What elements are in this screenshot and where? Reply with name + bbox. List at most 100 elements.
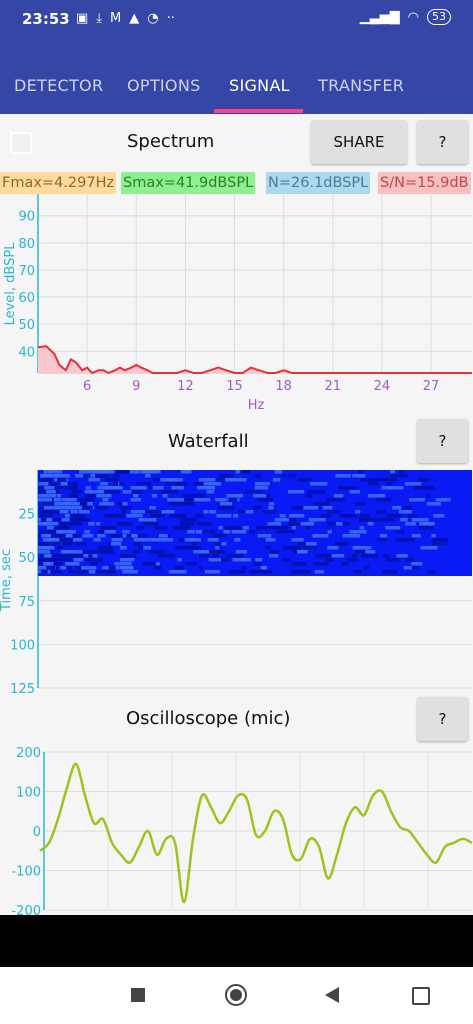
waterfall-cell <box>158 534 168 538</box>
waterfall-cell <box>342 534 361 538</box>
waterfall-cell <box>95 474 110 478</box>
waterfall-cell <box>150 514 165 518</box>
waterfall-cell <box>396 538 415 542</box>
waterfall-cell <box>253 562 263 566</box>
waterfall-cell <box>98 530 104 534</box>
waterfall-cell <box>338 486 357 490</box>
waterfall-help-button[interactable]: ? <box>417 419 468 463</box>
waterfall-cell <box>167 498 185 502</box>
spectrum-x-tick: 15 <box>226 379 243 394</box>
waterfall-cell <box>354 530 367 534</box>
waterfall-cell <box>204 570 220 574</box>
waterfall-cell <box>180 518 196 522</box>
waterfall-cell <box>65 522 79 526</box>
waterfall-cell <box>133 538 144 542</box>
tab-transfer[interactable]: TRANSFER <box>318 76 405 95</box>
waterfall-cell <box>215 498 227 502</box>
waterfall-cell <box>305 542 317 546</box>
waterfall-cell <box>256 526 263 530</box>
waterfall-cell <box>268 502 275 506</box>
waterfall-cell <box>235 550 247 554</box>
waterfall-cell <box>120 558 135 562</box>
waterfall-cell <box>254 474 261 478</box>
waterfall-cell <box>400 518 408 522</box>
waterfall-cell <box>52 518 63 522</box>
waterfall-cell <box>403 566 412 570</box>
waterfall-cell <box>114 562 132 566</box>
smax-readout: Smax=41.9dBSPL <box>121 172 256 194</box>
waterfall-cell <box>193 550 205 554</box>
waterfall-cell <box>263 510 277 514</box>
waterfall-cell <box>120 546 127 550</box>
recent-apps-icon[interactable] <box>131 988 145 1002</box>
waterfall-cell <box>38 558 44 562</box>
waterfall-cell <box>207 538 219 542</box>
waterfall-cell <box>38 514 53 518</box>
spectrum-y-tick: 40 <box>18 345 35 360</box>
waterfall-cell <box>367 522 374 526</box>
waterfall-cell <box>219 502 232 506</box>
waterfall-cell <box>184 538 195 542</box>
tab-options[interactable]: OPTIONS <box>127 76 201 95</box>
waterfall-cell <box>263 494 271 498</box>
waterfall-cell <box>43 506 59 510</box>
waterfall-cell <box>82 534 94 538</box>
share-button[interactable]: SHARE <box>311 120 407 164</box>
battery-icon: 53 <box>427 9 451 25</box>
waterfall-cell <box>253 506 262 510</box>
noise-readout: N=26.1dBSPL <box>266 172 371 194</box>
waterfall-cell <box>237 510 250 514</box>
waterfall-cell <box>180 470 192 474</box>
waterfall-cell <box>54 474 70 478</box>
spectrum-y-tick: 90 <box>18 210 35 225</box>
tab-signal[interactable]: SIGNAL <box>229 76 290 95</box>
tab-detector[interactable]: DETECTOR <box>14 76 104 95</box>
waterfall-cell <box>111 542 122 546</box>
waterfall-cell <box>105 478 110 482</box>
waterfall-cell <box>84 558 103 562</box>
waterfall-cell <box>419 522 435 526</box>
spectrum-checkbox[interactable] <box>10 132 32 154</box>
waterfall-cell <box>40 518 47 522</box>
oscilloscope-help-button[interactable]: ? <box>417 697 468 741</box>
spectrum-help-button[interactable]: ? <box>417 120 468 164</box>
waterfall-cell <box>307 506 319 510</box>
waterfall-cell <box>201 550 208 554</box>
waterfall-cell <box>99 502 114 506</box>
waterfall-cell <box>131 490 143 494</box>
spectrum-x-tick: 18 <box>275 379 292 394</box>
waterfall-cell <box>90 562 99 566</box>
back-icon[interactable] <box>325 987 339 1003</box>
waterfall-cell <box>117 522 132 526</box>
navigation-bar <box>0 967 473 1024</box>
waterfall-cell <box>432 538 449 542</box>
waterfall-cell <box>87 494 95 498</box>
waterfall-cell <box>89 490 104 494</box>
waterfall-cell <box>198 566 203 570</box>
waterfall-cell <box>257 534 272 538</box>
waterfall-cell <box>367 494 386 498</box>
waterfall-cell <box>88 554 93 558</box>
notification-icon: ▣ <box>76 11 89 26</box>
waterfall-cell <box>226 526 241 530</box>
home-icon[interactable] <box>225 984 247 1006</box>
waterfall-cell <box>62 482 68 486</box>
waterfall-cell <box>409 498 425 502</box>
waterfall-cell <box>133 534 147 538</box>
waterfall-cell <box>320 514 332 518</box>
screenshot-icon[interactable] <box>412 987 430 1005</box>
waterfall-cell <box>78 510 90 514</box>
waterfall-cell <box>268 506 274 510</box>
waterfall-cell <box>41 522 54 526</box>
waterfall-cell <box>435 498 451 502</box>
tab-bar: DETECTOR OPTIONS SIGNAL TRANSFER <box>0 38 473 114</box>
waterfall-cell <box>138 518 157 522</box>
waterfall-cell <box>371 478 378 482</box>
waterfall-cell <box>360 478 371 482</box>
waterfall-cell <box>355 546 372 550</box>
waterfall-cell <box>116 482 124 486</box>
waterfall-cell <box>57 478 67 482</box>
waterfall-cell <box>343 522 350 526</box>
waterfall-cell <box>41 558 56 562</box>
waterfall-cell <box>282 558 291 562</box>
